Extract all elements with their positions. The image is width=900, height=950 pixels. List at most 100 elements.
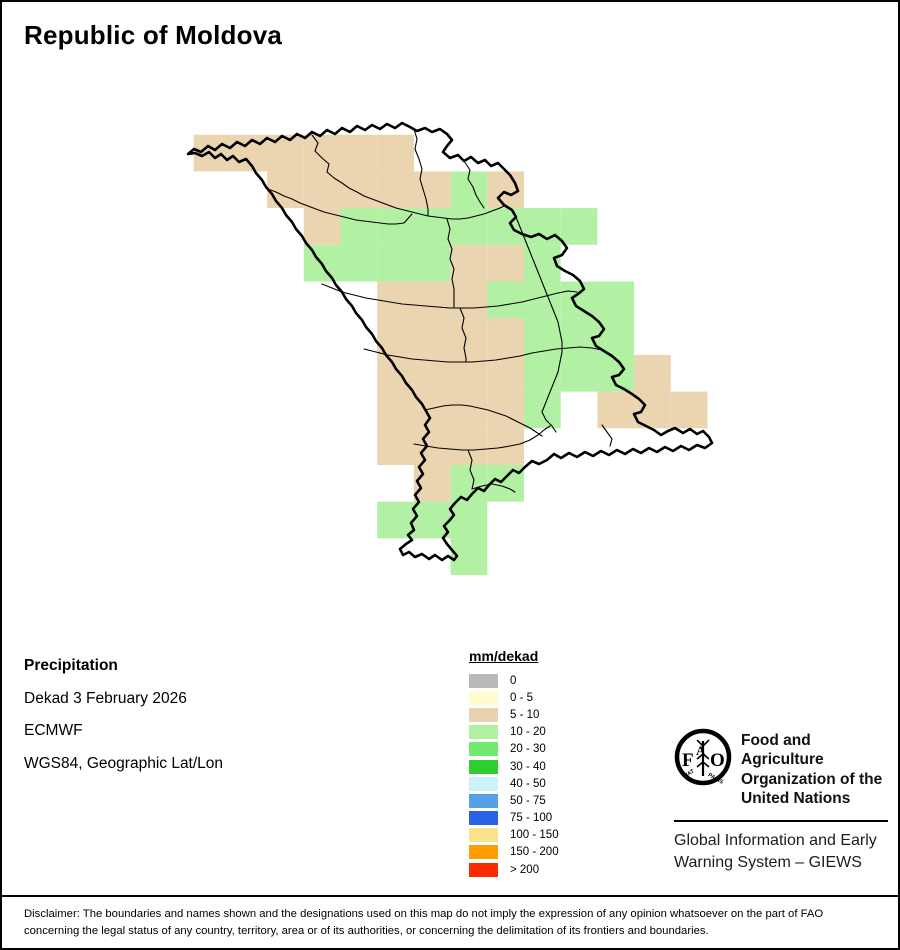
- precip-cell: [597, 281, 635, 319]
- wheat-ear-icon: [696, 739, 710, 776]
- precip-cell: [560, 354, 598, 392]
- fao-org-line3: United Nations: [741, 789, 851, 807]
- precip-cell: [413, 281, 451, 319]
- precip-cell: [377, 391, 414, 429]
- fao-block: F A O FIAT PANIS Food and Agriculture Or…: [674, 728, 890, 874]
- precip-cell: [340, 171, 378, 209]
- precip-cell: [634, 354, 671, 392]
- precip-cell: [340, 244, 378, 282]
- precip-cell: [597, 318, 635, 355]
- legend-label: 0: [510, 674, 517, 687]
- fao-org-name: Food and Agriculture Organization of the…: [741, 728, 890, 808]
- page-title: Republic of Moldova: [24, 20, 283, 50]
- precip-cell: [193, 134, 231, 172]
- legend-row: 0: [469, 672, 649, 689]
- precip-cell: [413, 171, 451, 209]
- precip-cell: [377, 134, 414, 172]
- precip-cell: [450, 391, 488, 429]
- disclaimer-box: Disclaimer: The boundaries and names sho…: [2, 895, 898, 948]
- legend-label: 100 - 150: [510, 829, 559, 842]
- fao-logo-letter-o: O: [710, 750, 725, 771]
- legend-swatch: [469, 793, 498, 808]
- info-source: ECMWF: [24, 722, 83, 739]
- precip-cell: [377, 208, 414, 245]
- giews-line2: Warning System – GIEWS: [674, 854, 862, 872]
- legend-row: 5 - 10: [469, 706, 649, 723]
- legend-swatch: [469, 707, 498, 722]
- fao-logo-letter-f: F: [682, 750, 694, 771]
- map-info-block: Precipitation Dekad 3 February 2026 ECMW…: [24, 657, 324, 787]
- fao-motto-left: FIAT: [682, 768, 696, 780]
- precip-cell: [377, 281, 414, 319]
- legend-swatch: [469, 690, 498, 705]
- precip-cell: [303, 171, 341, 209]
- precip-cell: [560, 208, 598, 245]
- legend-row: 100 - 150: [469, 827, 649, 844]
- legend-row: 10 - 20: [469, 724, 649, 741]
- disclaimer-line2: concerning the legal status of any count…: [24, 924, 709, 937]
- legend-label: 75 - 100: [510, 812, 553, 825]
- legend-label: 50 - 75: [510, 794, 546, 807]
- legend-swatch: [469, 776, 498, 791]
- precip-cell: [340, 208, 378, 245]
- precip-cell: [450, 501, 488, 539]
- precip-cell: [487, 354, 524, 392]
- precip-cell: [303, 134, 341, 172]
- precip-cell: [377, 244, 414, 282]
- precip-cell: [670, 391, 708, 429]
- fao-org-line1: Food and Agriculture: [741, 732, 824, 769]
- precip-cell: [560, 318, 598, 355]
- precip-cell: [413, 318, 451, 355]
- legend-swatch: [469, 845, 498, 860]
- legend-rows: 0 0 - 5 5 - 10 10 - 20 20 - 30 30 - 40 40 - 50…: [469, 672, 649, 878]
- precip-cell: [487, 244, 524, 282]
- precip-cell: [524, 208, 561, 245]
- legend-title: mm/dekad: [469, 648, 539, 664]
- precip-cell: [487, 208, 524, 245]
- legend-label: 0 - 5: [510, 691, 534, 704]
- precip-cell: [450, 354, 488, 392]
- info-dekad: Dekad 3 February 2026: [24, 689, 187, 707]
- disclaimer-line1: Disclaimer: The boundaries and names sho…: [24, 908, 824, 920]
- precip-cell: [450, 465, 488, 502]
- legend-row: 0 - 5: [469, 689, 649, 706]
- precip-cell: [450, 244, 488, 282]
- precip-cell: [487, 318, 524, 355]
- legend-row: > 200: [469, 861, 649, 878]
- precip-cell: [487, 281, 524, 319]
- legend-row: 30 - 40: [469, 758, 649, 775]
- precip-cell: [413, 244, 451, 282]
- legend-label: 5 - 10: [510, 708, 540, 721]
- district-boundaries: [267, 128, 613, 493]
- precip-cell: [377, 428, 414, 465]
- legend-row: 20 - 30: [469, 741, 649, 758]
- precip-cell: [560, 281, 598, 319]
- legend-row: 75 - 100: [469, 810, 649, 827]
- legend-swatch: [469, 862, 498, 877]
- precip-cell: [597, 391, 635, 429]
- legend: mm/dekad 0 0 - 5 5 - 10 10 - 20 20 - 30 30 - …: [469, 648, 649, 878]
- legend-row: 40 - 50: [469, 775, 649, 792]
- info-heading: Precipitation: [24, 657, 118, 674]
- fao-logo-icon: F A O FIAT PANIS: [674, 728, 732, 786]
- legend-label: 40 - 50: [510, 777, 546, 790]
- legend-swatch: [469, 725, 498, 740]
- precip-cell: [450, 428, 488, 465]
- info-projection: WGS84, Geographic Lat/Lon: [24, 754, 224, 772]
- precip-cell: [450, 208, 488, 245]
- giews-line1: Global Information and Early: [674, 832, 877, 850]
- legend-swatch: [469, 759, 498, 774]
- legend-label: 30 - 40: [510, 760, 546, 773]
- legend-label: > 200: [510, 863, 540, 876]
- precip-cell: [487, 465, 524, 502]
- precip-cell: [524, 354, 561, 392]
- legend-swatch: [469, 828, 498, 843]
- legend-swatch: [469, 811, 498, 826]
- precip-cell: [413, 391, 451, 429]
- legend-row: 50 - 75: [469, 792, 649, 809]
- precip-cell: [450, 171, 488, 209]
- precip-cell: [230, 134, 268, 172]
- precip-cell: [303, 208, 341, 245]
- precipitation-grid: [193, 134, 708, 576]
